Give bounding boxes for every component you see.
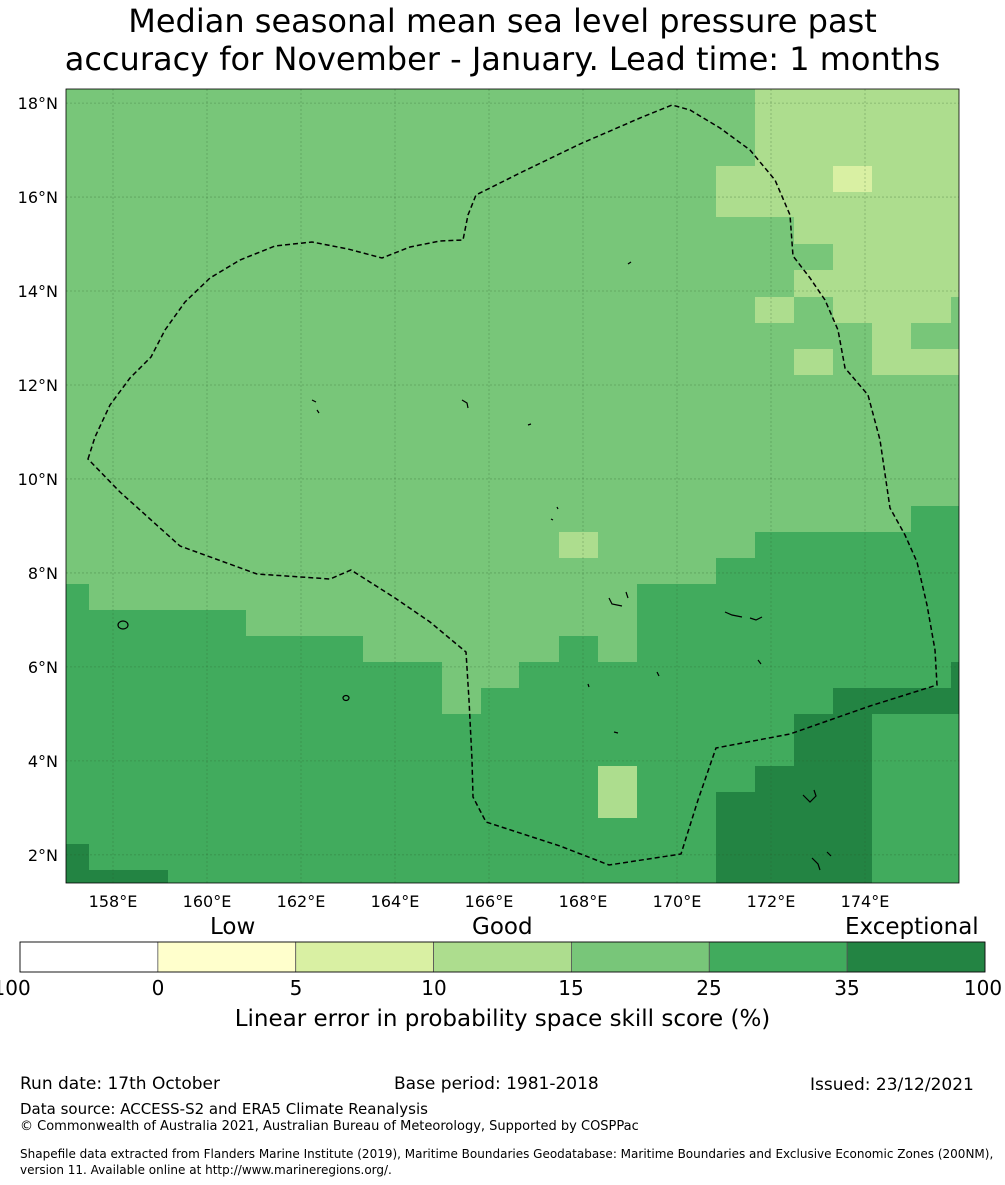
chart-title-line1: Median seasonal mean sea level pressure …: [128, 2, 877, 40]
lon-tick-label: 170°E: [653, 892, 702, 911]
lon-tick-label: 166°E: [465, 892, 514, 911]
lat-axis: 18°N 16°N 14°N 12°N 10°N 8°N 6°N 4°N 2°N: [18, 94, 58, 865]
colorbar-tick: 35: [834, 976, 860, 1000]
colorbar: [19, 941, 986, 973]
skill-region-5-10: [833, 166, 872, 192]
colorbar-tick: 100: [963, 976, 1003, 1000]
colorbar-label-good: Good: [472, 914, 533, 940]
colorbar-segment: [19, 941, 159, 973]
data-source: Data source: ACCESS-S2 and ERA5 Climate …: [20, 1100, 428, 1118]
map-frame: [65, 88, 960, 884]
lat-tick-label: 18°N: [18, 94, 58, 113]
lon-tick-label: 162°E: [277, 892, 326, 911]
eez-boundary: [87, 104, 938, 866]
lon-tick-label: 158°E: [89, 892, 138, 911]
colorbar-label-low: Low: [210, 914, 256, 940]
colorbar-segment: [157, 941, 297, 973]
colorbar-segment: [846, 941, 986, 973]
copyright: © Commonwealth of Australia 2021, Austra…: [20, 1119, 639, 1134]
lon-axis: 158°E 160°E 162°E 164°E 166°E 168°E 170°E 172°E…: [89, 892, 890, 911]
chart-title-line2: accuracy for November - January. Lead ti…: [64, 40, 941, 78]
lon-tick-label: 160°E: [183, 892, 232, 911]
run-date: Run date: 17th October: [20, 1074, 220, 1094]
lat-tick-label: 4°N: [28, 752, 58, 771]
lat-tick-label: 2°N: [28, 846, 58, 865]
lon-tick-label: 164°E: [371, 892, 420, 911]
colorbar-title: Linear error in probability space skill …: [234, 1006, 771, 1032]
lon-tick-label: 174°E: [841, 892, 890, 911]
shapefile-credit-line1: Shapefile data extracted from Flanders M…: [20, 1147, 994, 1161]
shapefile-credit: Shapefile data extracted from Flanders M…: [20, 1146, 1005, 1178]
islands: [117, 261, 832, 871]
colorbar-tick: 25: [696, 976, 722, 1000]
lat-tick-label: 12°N: [18, 376, 58, 395]
lat-tick-label: 8°N: [28, 564, 58, 583]
issued-date: Issued: 23/12/2021: [810, 1075, 974, 1095]
shapefile-credit-line2: version 11. Available online at http://w…: [20, 1163, 392, 1177]
colorbar-segment: [433, 941, 572, 973]
colorbar-segment: [295, 941, 434, 973]
lon-tick-label: 168°E: [559, 892, 608, 911]
colorbar-tick: 5: [289, 976, 303, 1000]
colorbar-segment: [571, 941, 710, 973]
skill-region-35-100: [66, 662, 959, 883]
gridlines: [66, 89, 959, 883]
colorbar-tick: -100: [0, 976, 31, 1000]
lat-tick-label: 6°N: [28, 658, 58, 677]
lat-tick-label: 16°N: [18, 188, 58, 207]
colorbar-segment: [708, 941, 848, 973]
lat-tick-label: 10°N: [18, 470, 58, 489]
colorbar-tick: 0: [151, 976, 165, 1000]
lat-tick-label: 14°N: [18, 282, 58, 301]
lon-tick-label: 172°E: [747, 892, 796, 911]
colorbar-tick: 15: [558, 976, 584, 1000]
base-period: Base period: 1981-2018: [394, 1074, 599, 1094]
colorbar-tick: 10: [421, 976, 447, 1000]
colorbar-label-exceptional: Exceptional: [845, 914, 979, 940]
colorbar-frame: [19, 941, 986, 973]
